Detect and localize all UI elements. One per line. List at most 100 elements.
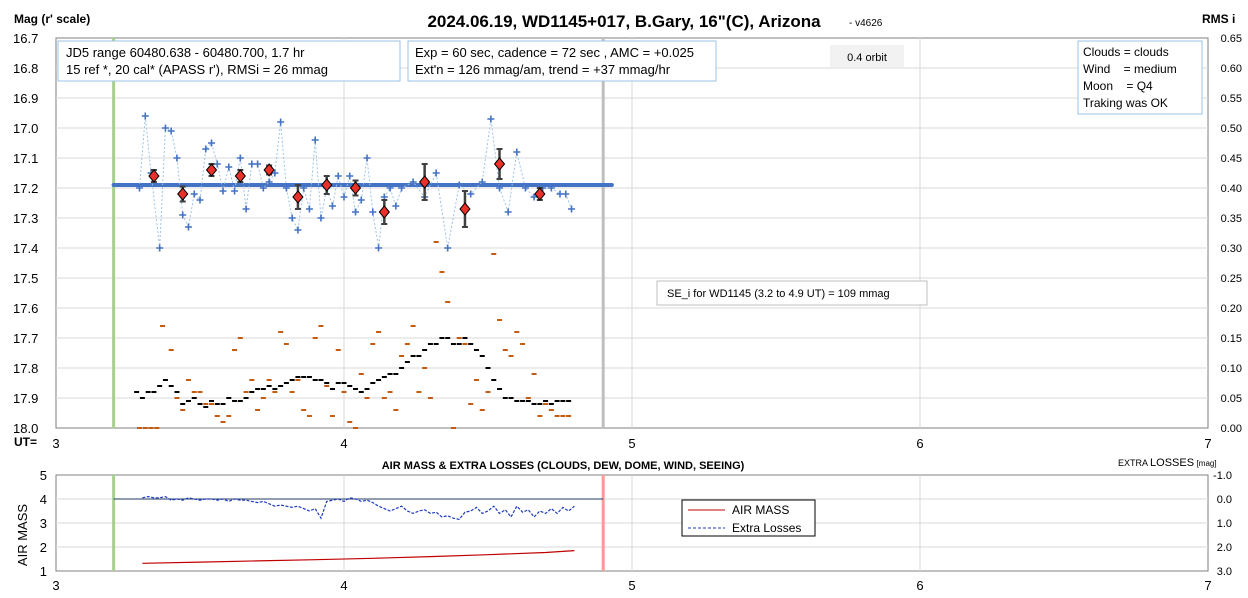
y-axis-label: Mag (r' scale) — [14, 12, 90, 26]
y2-tick-label: 0.55 — [1221, 93, 1242, 105]
bottom-x-tick-label: 3 — [52, 578, 59, 593]
target-point — [300, 184, 308, 192]
bottom-chart-title: AIR MASS & EXTRA LOSSES (CLOUDS, DEW, DO… — [382, 460, 745, 472]
top-chart-title: 2024.06.19, WD1145+017, B.Gary, 16"(C), … — [427, 12, 821, 31]
bottom-y-tick-label: 4 — [40, 492, 47, 507]
info-box-exposure-line2: Ext'n = 126 mmag/am, trend = +37 mmag/hr — [415, 62, 671, 77]
bottom-y2-tick-label: 0.0 — [1217, 494, 1232, 506]
target-point — [340, 193, 348, 201]
top-ticks: 16.7 16.8 16.9 17.0 17.1 17.2 17.3 17.4 17.5 17.6… — [13, 31, 1242, 451]
target-point — [173, 154, 181, 162]
target-point — [231, 187, 239, 195]
bottom-y2-tick-label: 1.0 — [1217, 518, 1232, 530]
y2-tick-label: 0.65 — [1221, 33, 1242, 45]
target-connector-line — [139, 115, 572, 249]
bottom-y-axis-label: AIR MASS — [15, 504, 30, 566]
target-point — [305, 205, 313, 213]
y-tick-label: 17.0 — [13, 121, 38, 136]
binned-average-point — [418, 175, 431, 189]
target-point — [547, 184, 555, 192]
binned-average-point — [321, 178, 333, 192]
y2-tick-label: 0.20 — [1221, 303, 1242, 315]
y-tick-label: 17.3 — [13, 211, 38, 226]
bottom-x-tick-label: 6 — [916, 578, 923, 593]
target-point — [282, 184, 290, 192]
target-point — [513, 148, 521, 156]
x-tick-label: 6 — [916, 436, 923, 451]
target-point — [294, 226, 302, 234]
target-point — [277, 118, 285, 126]
y2-tick-label: 0.25 — [1221, 273, 1242, 285]
top-series — [111, 112, 614, 429]
y2-tick-label: 0.30 — [1221, 243, 1242, 255]
bottom-series — [113, 495, 604, 564]
bottom-chart: 5 4 3 2 1 -1.0 0.0 1.0 2.0 3.0 3 4 5 6 7 AIR MASS & EX… — [15, 457, 1232, 593]
target-point — [156, 244, 164, 252]
y2-tick-label: 0.40 — [1221, 183, 1242, 195]
orbit-label: 0.4 orbit — [847, 52, 887, 64]
bottom-y-tick-label: 2 — [40, 540, 47, 555]
target-point — [478, 178, 486, 186]
target-point — [432, 169, 440, 177]
bottom-y2-tick-label: 3.0 — [1217, 566, 1232, 578]
target-point — [444, 244, 452, 252]
target-point — [259, 184, 267, 192]
bottom-y2-tick-label: 2.0 — [1217, 542, 1232, 554]
target-point — [167, 127, 175, 135]
info-box-conditions: Clouds = clouds Wind = medium Moon = Q4 … — [1077, 40, 1203, 115]
bottom-vlines — [112, 475, 605, 571]
binned-average-point — [263, 163, 275, 177]
y2-tick-label: 0.05 — [1221, 393, 1242, 405]
target-point — [179, 211, 187, 219]
info-box-exposure-line1: Exp = 60 sec, cadence = 72 sec , AMC = +… — [415, 45, 694, 60]
version-label: - v4626 — [849, 18, 883, 29]
y2-tick-label: 0.10 — [1221, 363, 1242, 375]
binned-average-point — [177, 187, 189, 201]
x-tick-label: 5 — [628, 436, 635, 451]
y-tick-label: 18.0 — [13, 421, 38, 436]
bottom-x-tick-label: 7 — [1204, 578, 1211, 593]
y-tick-label: 17.9 — [13, 391, 38, 406]
binned-average-point — [378, 205, 390, 219]
binned-average-point — [349, 181, 362, 195]
bottom-y2-tick-label: -1.0 — [1213, 470, 1232, 482]
target-point — [386, 184, 394, 192]
legend-airmass-label: AIR MASS — [732, 503, 789, 517]
target-point — [398, 184, 406, 192]
target-point — [346, 172, 354, 180]
target-point — [352, 208, 360, 216]
target-point — [369, 208, 377, 216]
bottom-x-tick-label: 4 — [340, 578, 347, 593]
target-point — [311, 136, 319, 144]
target-point — [504, 208, 512, 216]
x-tick-label: 7 — [1204, 436, 1211, 451]
orbit-label-box: 0.4 orbit — [830, 45, 904, 67]
top-grid — [56, 38, 1208, 428]
target-point — [254, 160, 262, 168]
top-chart: 16.7 16.8 16.9 17.0 17.1 17.2 17.3 17.4 17.5 17.6… — [13, 12, 1242, 451]
target-point — [265, 178, 273, 186]
y-tick-label: 16.7 — [13, 31, 38, 46]
y2-axis-label: RMS i — [1202, 12, 1235, 26]
y2-tick-label: 0.50 — [1221, 123, 1242, 135]
y2-tick-label: 0.35 — [1221, 213, 1242, 225]
target-point — [202, 145, 210, 153]
y-tick-label: 16.8 — [13, 61, 38, 76]
bottom-y-tick-label: 5 — [40, 468, 47, 483]
target-point — [455, 181, 463, 189]
binned-average-point — [493, 157, 506, 171]
target-point — [236, 154, 244, 162]
target-point — [288, 214, 296, 222]
y2-tick-label: 0.60 — [1221, 63, 1242, 75]
y-tick-label: 16.9 — [13, 91, 38, 106]
target-point — [467, 190, 475, 198]
target-point — [184, 223, 192, 231]
bottom-y-tick-label: 1 — [40, 564, 47, 579]
target-point — [334, 172, 342, 180]
y-tick-label: 17.6 — [13, 301, 38, 316]
conditions-moon: Moon = Q4 — [1083, 79, 1153, 93]
x-tick-label: 4 — [340, 436, 347, 451]
target-point — [562, 190, 570, 198]
binned-average-point — [205, 163, 218, 177]
